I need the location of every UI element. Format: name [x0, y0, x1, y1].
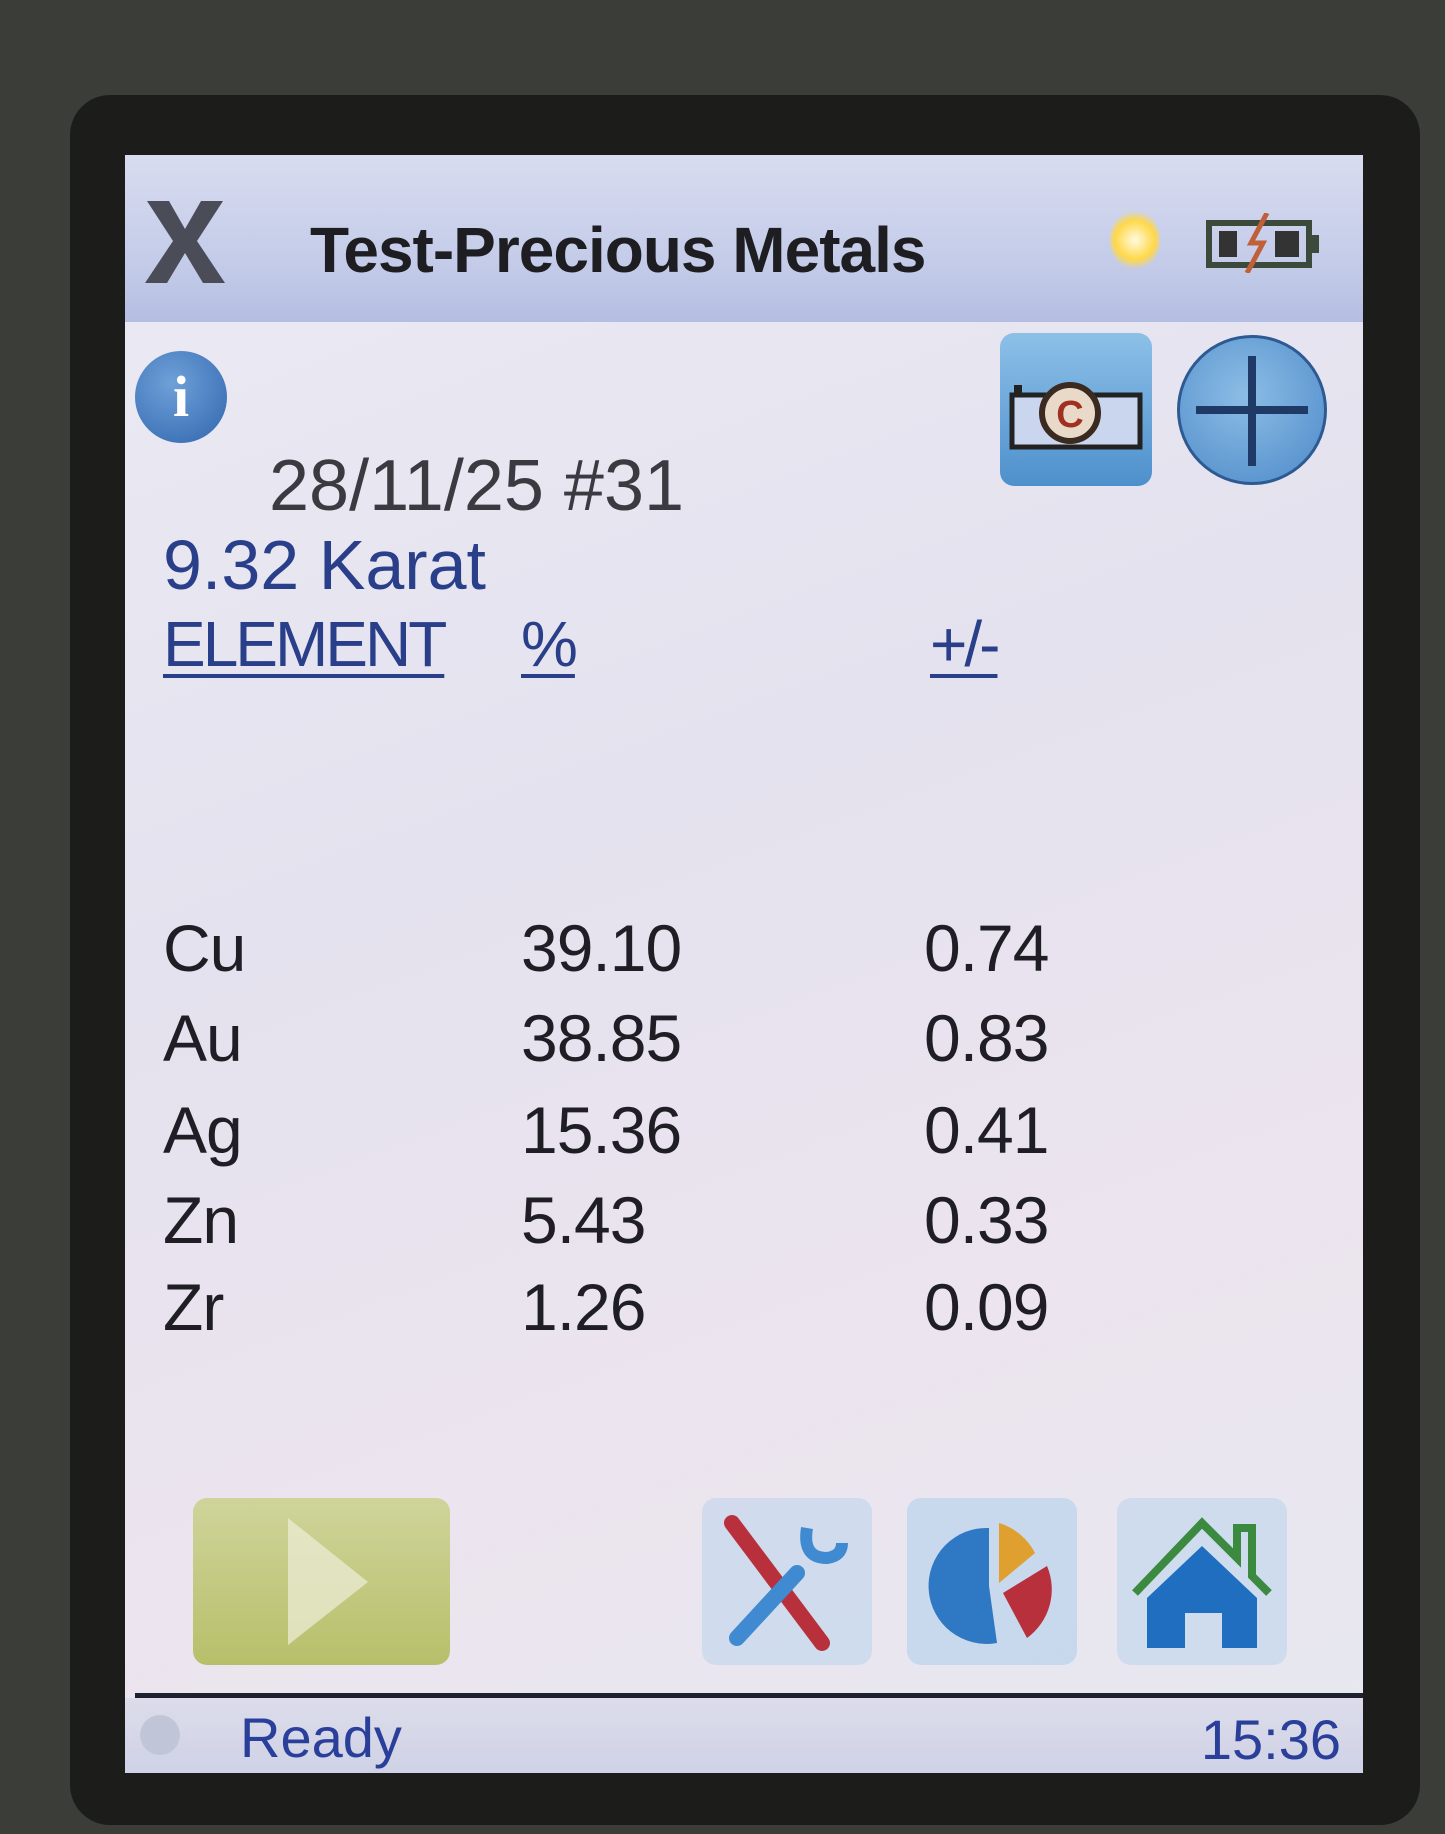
element-percent: 5.43 [521, 1183, 646, 1257]
column-header-element: ELEMENT [163, 608, 447, 680]
element-symbol: Cu [163, 911, 246, 985]
element-symbol: Au [163, 1001, 243, 1075]
home-button[interactable] [1117, 1498, 1287, 1665]
element-symbol: Zr [163, 1270, 224, 1344]
tools-button[interactable] [702, 1498, 872, 1665]
element-symbol: Ag [163, 1093, 243, 1167]
element-percent: 38.85 [521, 1001, 682, 1075]
element-percent: 1.26 [521, 1270, 646, 1344]
light-bulb-icon [1110, 210, 1160, 270]
element-error: 0.41 [924, 1093, 1049, 1167]
karat-value: 9.32 Karat [163, 526, 486, 604]
results-chart-button[interactable] [907, 1498, 1077, 1665]
info-button[interactable]: i [135, 351, 227, 443]
element-error: 0.09 [924, 1270, 1049, 1344]
home-icon [1132, 1517, 1272, 1648]
tools-icon [724, 1515, 848, 1651]
column-header-error: +/- [930, 608, 1000, 680]
element-error: 0.83 [924, 1001, 1049, 1075]
column-header-percent: % [521, 608, 578, 680]
camera-icon: C [1009, 382, 1143, 450]
element-percent: 39.10 [521, 911, 682, 985]
close-x-icon[interactable] [139, 195, 231, 287]
battery-charging-icon [1206, 213, 1319, 273]
element-symbol: Zn [163, 1183, 239, 1257]
element-error: 0.74 [924, 911, 1049, 985]
window-title: Test-Precious Metals [310, 214, 926, 286]
start-button[interactable] [193, 1498, 450, 1665]
play-icon [288, 1518, 368, 1645]
plus-icon [1196, 356, 1308, 466]
camera-button[interactable]: C [1000, 333, 1152, 486]
status-bar [125, 1698, 1363, 1773]
device-screen: Test-Precious Metals i C 28/11/25 #31 9.… [125, 155, 1363, 1773]
measurement-date-id: 28/11/25 #31 [269, 446, 685, 526]
svg-text:C: C [1056, 394, 1083, 436]
status-text: Ready [240, 1706, 402, 1769]
pie-chart-icon [928, 1523, 1052, 1644]
element-error: 0.33 [924, 1183, 1049, 1257]
status-indicator-icon [140, 1715, 180, 1755]
info-icon: i [172, 364, 190, 429]
add-button[interactable] [1177, 335, 1327, 485]
status-bar-divider [135, 1693, 1363, 1698]
element-percent: 15.36 [521, 1093, 682, 1167]
status-clock: 15:36 [1200, 1708, 1341, 1771]
